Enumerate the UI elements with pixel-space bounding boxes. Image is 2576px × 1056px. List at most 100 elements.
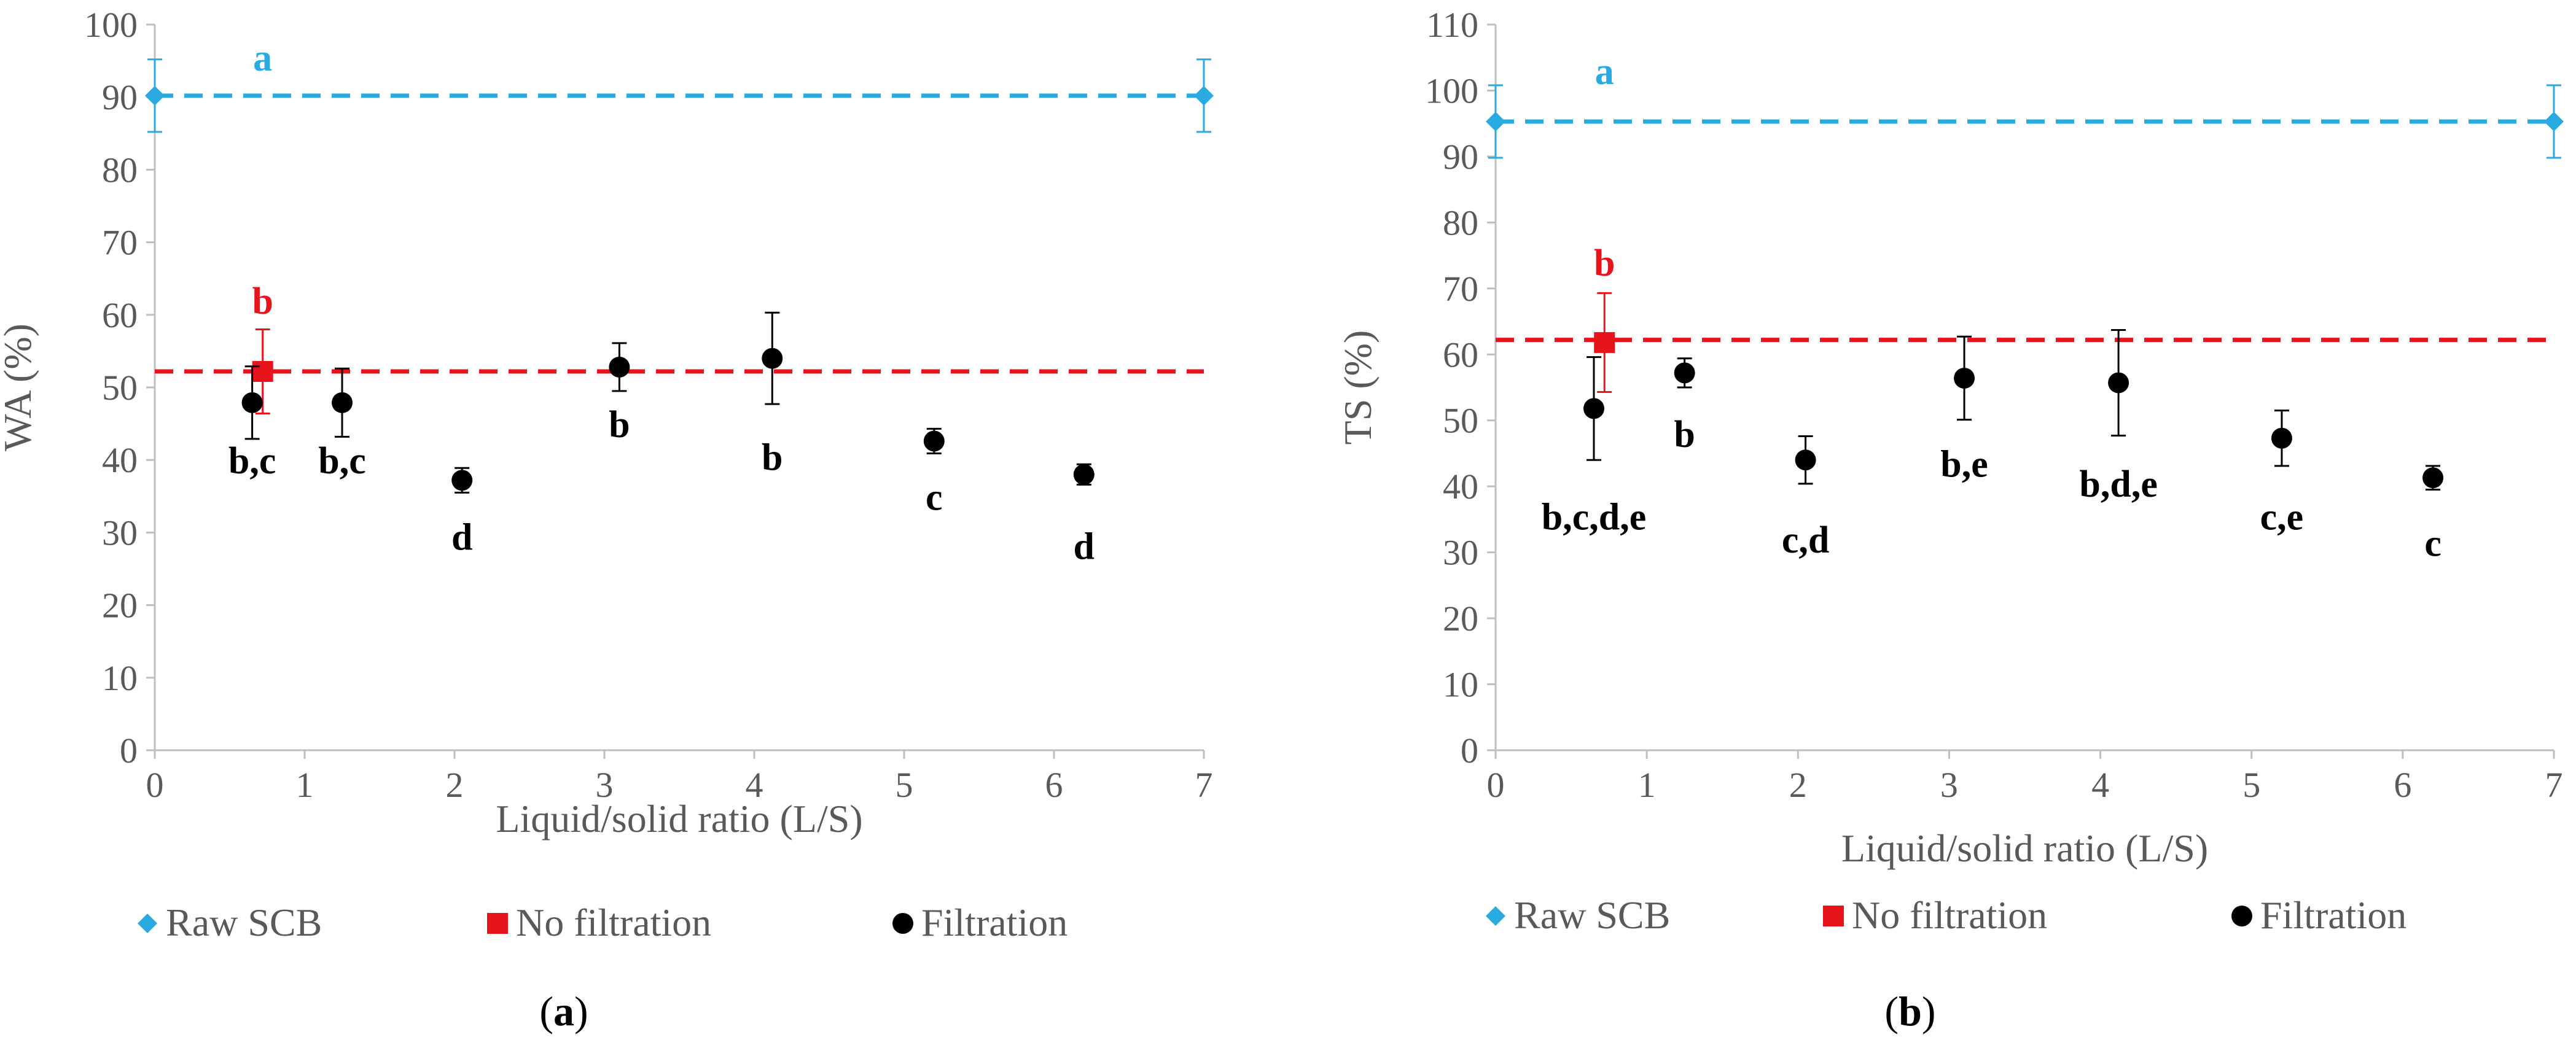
panel-a-series-filtration-group-label: d [451,516,472,558]
panel-a-legend-marker [487,913,508,934]
panel-a-y-tick-label: 40 [102,440,138,480]
panel-a-y-tick-label: 70 [102,223,138,263]
panel-b-series-filtration-group-label: b,c,d,e [1542,497,1647,538]
panel-b-y-tick-label: 40 [1443,467,1478,507]
panel-a-series-filtration-group-label: b,c [318,440,366,482]
panel-b-series-no-filtration: b [1496,243,2554,394]
panel-b-series-no-filtration-point [1594,332,1615,353]
panel-b-y-tick-label: 70 [1443,269,1478,309]
panel-a-x-tick-label: 4 [746,765,763,805]
panel-b-series-raw-scb-group-label: a [1595,51,1614,93]
panel-a-y-tick-label: 50 [102,368,138,408]
panel-a-series-filtration-group-label: b [609,404,630,446]
panel-a-y-tick-label: 20 [102,586,138,626]
panel-b-y-tick-label: 0 [1461,731,1478,771]
panel-b-x-tick-label: 0 [1487,765,1505,805]
panel-b-x-tick-label: 7 [2545,765,2563,805]
panel-b-y-tick-label: 80 [1443,203,1478,243]
panel-a-series-raw-scb-group-label: a [253,37,272,79]
panel-a-legend-marker [138,914,157,933]
panel-b-series-filtration-group-label: c,d [1782,519,1830,561]
panel-b-series-filtration-group-label: b,d,e [2079,464,2157,505]
panel-b-x-tick-label: 2 [1789,765,1807,805]
panel-b-legend-label: No filtration [1852,893,2047,937]
panel-b-y-tick-label: 20 [1443,599,1478,639]
panel-b-y-tick-label: 90 [1443,137,1478,177]
panel-a-x-tick-label: 7 [1195,765,1213,805]
panel-a-series-no-filtration-point [252,360,273,382]
panel-a-series-filtration-group-label: d [1074,526,1095,568]
panel-a-y-axis-title: WA (%) [0,324,39,451]
panel-a-x-tick-label: 2 [446,765,464,805]
panel-a-y-tick-label: 30 [102,513,138,553]
chart-panel-b: 0 10 20 30 40 50 60 70 80 90 100 110 0 1 2 3 4 5 6 7 Liquid/… [1336,5,2564,1035]
panel-b-y-axis-title: TS (%) [1336,330,1380,445]
panel-b-y-tick-label: 110 [1426,5,1478,45]
panel-a-series-raw-scb: a [145,37,1214,133]
panel-a-series-no-filtration-group-label: b [252,281,273,322]
panel-b-series-filtration-point [2271,427,2292,449]
panel-b-y-tick-label: 30 [1443,533,1478,573]
panel-b-x-axis-title: Liquid/solid ratio (L/S) [1841,826,2208,870]
panel-b-legend-marker [1823,906,1844,926]
panel-a-y-tick-label: 90 [102,77,138,117]
panel-b-series-filtration: b,c,d,e b c,d b,e b,d,e c,e c [1542,329,2444,565]
panel-b-series-filtration-point [1583,398,1604,419]
panel-a-x-tick-label: 0 [146,765,164,805]
panel-b-y-tick-label: 60 [1443,335,1478,375]
panel-a-series-filtration-point [923,430,945,452]
panel-b-series-filtration-group-label: b,e [1940,444,1988,486]
panel-b-series-filtration-point [1954,367,1975,389]
panel-a-series-filtration-point [1073,464,1095,485]
panel-b-series-filtration-point [2108,372,2129,394]
panel-a-series-raw-scb-point [1194,85,1214,106]
panel-b-x-tick-label: 3 [1940,765,1958,805]
panel-a-legend-item: Raw SCB [138,901,322,944]
panel-b-series-filtration-group-label: c,e [2260,497,2304,538]
panel-a-y-tick-label: 0 [120,731,138,771]
panel-a-y-tick-label: 100 [84,5,138,45]
panel-b-x-tick-label: 1 [1638,765,1656,805]
panel-a-panel-label: (a) [539,988,588,1035]
panel-b-legend-item: Filtration [2231,893,2406,937]
panel-a-x-tick-label: 5 [896,765,913,805]
panel-b-series-filtration-point [1795,449,1816,471]
panel-a-legend-marker [892,913,913,934]
panel-a-legend-item: No filtration [487,901,711,944]
panel-b-series-filtration-group-label: c [2424,523,2441,565]
panel-a-y-tick-label: 60 [102,295,138,335]
panel-b-legend-item: Raw SCB [1486,893,1670,937]
panel-a-legend-item: Filtration [892,901,1067,944]
panel-a-y-tick-label: 80 [102,150,138,190]
panel-b-x-tick-label: 4 [2091,765,2109,805]
panel-a-series-filtration-point [609,356,630,378]
panel-a-legend-label: Raw SCB [166,901,322,944]
panel-a-x-tick-label: 3 [596,765,614,805]
panel-a-series-filtration-point [241,392,263,413]
panel-b-series-filtration-point [2422,467,2444,489]
panel-b-x-tick-label: 5 [2242,765,2260,805]
panel-a-legend: Raw SCB No filtration Filtration [138,901,1067,944]
panel-b-series-raw-scb: a [1486,51,2564,159]
panel-a-x-tick-label: 6 [1045,765,1063,805]
panel-b-legend: Raw SCB No filtration Filtration [1486,893,2406,937]
panel-a-series-no-filtration: b [155,281,1204,415]
panel-b-series-raw-scb-point [2544,111,2564,131]
panel-b-series-raw-scb-point [1486,111,1505,131]
panel-b-legend-label: Raw SCB [1514,893,1670,937]
panel-b-legend-marker [1486,906,1505,926]
chart-panel-a: 0 10 20 30 40 50 60 70 80 90 100 0 1 2 3 4 5 6 7 Liquid/sol… [0,5,1214,1035]
panel-a-series-filtration-point [332,392,353,413]
panel-b-legend-marker [2231,906,2252,926]
panel-a-y-tick-label: 10 [102,658,138,698]
panel-a-series-filtration-point [762,347,783,369]
panel-b-legend-item: No filtration [1823,893,2047,937]
panel-b-series-filtration-point [1674,362,1695,384]
panel-b-legend-label: Filtration [2260,893,2406,937]
panel-a-series-filtration-group-label: c [926,476,943,518]
panel-b-series-filtration-group-label: b [1674,414,1695,456]
panel-a-series-filtration-group-label: b [762,437,783,478]
panel-a-legend-label: No filtration [516,901,711,944]
panel-b-series-no-filtration-group-label: b [1594,243,1615,284]
